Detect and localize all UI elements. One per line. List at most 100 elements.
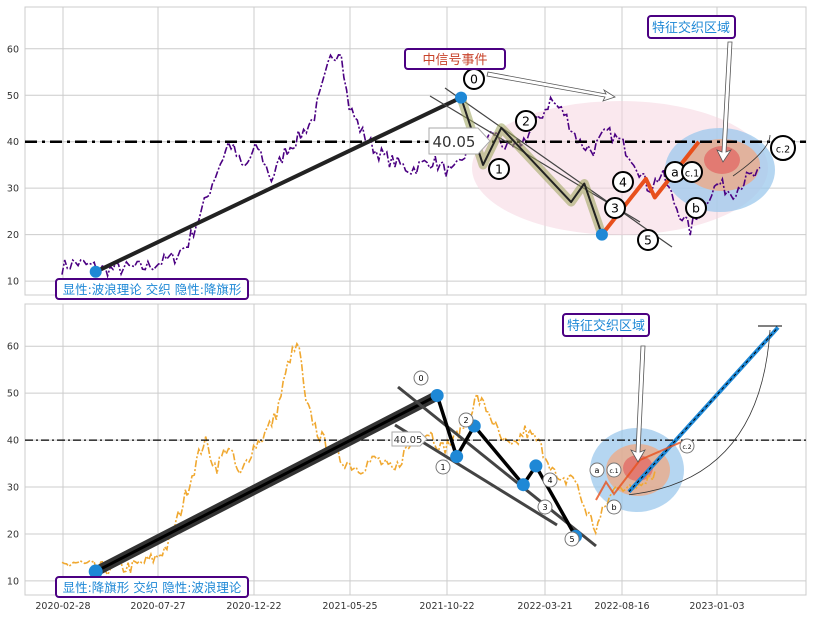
x-tick-label: 2022-08-16: [594, 601, 649, 612]
y-tick-label: 40: [7, 137, 19, 148]
top-wave-label: 5: [644, 233, 652, 248]
bottom-wave-label: 4: [547, 476, 552, 485]
top-wave-label-circle: [612, 171, 634, 193]
top-wave-label-circle: [637, 229, 659, 251]
top-wave-label: c.2: [776, 145, 790, 156]
bottom-wave-label: c.1: [609, 468, 618, 475]
top-wave-label: c.1: [685, 169, 699, 180]
top-wave-leg: [94, 95, 462, 274]
top-projection-curve: [732, 134, 771, 177]
x-tick-label: 2021-10-22: [419, 601, 474, 612]
bottom-start-marker: [88, 564, 103, 579]
bottom-wave-label: 1: [440, 463, 445, 472]
top-pattern-callout: 显性:波浪理论 交织 隐性:降旗形: [55, 278, 249, 300]
bottom-pivot-marker: [529, 459, 543, 473]
y-tick-label: 50: [7, 91, 19, 102]
top-wave-label: 4: [619, 175, 627, 190]
y-tick-label: 20: [7, 230, 19, 241]
y-tick-label: 20: [7, 529, 19, 540]
bottom-zone-callout: 特征交织区域: [562, 313, 650, 337]
bottom-wave-label: c.2: [682, 444, 691, 451]
top-zone-callout: 特征交织区域: [647, 15, 736, 39]
x-tick-label: 2020-07-27: [130, 601, 185, 612]
bottom-wave-label-circle: [564, 531, 580, 547]
y-tick-label: 10: [7, 576, 19, 587]
top-event-arrow: [486, 71, 616, 102]
bottom-pattern-callout: 显性:降旗形 交织 隐性:波浪理论: [55, 576, 249, 598]
bottom-wave-label-circle: [606, 499, 622, 515]
bottom-wave-label-circle: [606, 462, 622, 478]
bottom-zone-callout-text: 特征交织区域: [567, 318, 645, 334]
y-tick-label: 10: [7, 277, 19, 288]
price-line: [61, 341, 656, 577]
top-pivot-marker: [455, 91, 468, 104]
top-price-tag-text: 40.05: [433, 133, 476, 151]
x-tick-label: 2023-01-03: [689, 601, 744, 612]
top-pivot-marker: [595, 228, 608, 241]
bottom-price-tag-text: 40.05: [394, 435, 423, 446]
bottom-wave-label: 5: [569, 535, 574, 544]
y-tick-label: 30: [7, 483, 19, 494]
bottom-projection-curve: [628, 329, 771, 496]
top-event-callout-text: 中信号事件: [422, 53, 487, 68]
bottom-wave-label: 3: [542, 503, 547, 512]
bottom-wave-label: 2: [463, 416, 468, 425]
bottom-wave-label: a: [595, 466, 600, 475]
bottom-wave-label-circle: [679, 438, 695, 454]
top-wave-label: a: [671, 165, 679, 180]
bottom-wave-label-circle: [413, 370, 429, 386]
top-wave-label-circle: [515, 110, 537, 132]
bottom-zone-arrow: [630, 345, 646, 463]
pattern-overlay-layer: [25, 41, 806, 579]
bottom-channel-upper: [397, 385, 597, 548]
top-wave-label: b: [692, 201, 700, 216]
top-impulse-line: [460, 97, 603, 235]
price-series-layer: [61, 53, 761, 577]
top-price-tag: 40.05: [428, 127, 491, 155]
bottom-wave-label-circle: [542, 472, 558, 488]
bottom-price-tag: 40.05: [391, 431, 428, 447]
top-wave-label: 2: [522, 114, 530, 129]
bottom-pivot-marker: [516, 478, 530, 492]
top-wave-label-circle: [685, 197, 707, 219]
top-wave-label-circle: [488, 158, 510, 180]
top-channel-upper: [444, 87, 673, 248]
bottom-pivot-marker: [450, 450, 464, 464]
x-tick-label: 2021-05-25: [322, 601, 377, 612]
y-tick-label: 40: [7, 436, 19, 447]
y-tick-label: 50: [7, 389, 19, 400]
top-wave-label: 1: [495, 162, 503, 177]
top-zone-callout-text: 特征交织区域: [652, 20, 730, 36]
top-wave-label-circle: [770, 135, 796, 161]
bottom-pivot-marker: [430, 389, 444, 403]
bottom-wave-label-circle: [589, 462, 605, 478]
x-tick-label: 2020-12-22: [226, 601, 281, 612]
y-tick-label: 30: [7, 184, 19, 195]
top-pattern-callout-text: 显性:波浪理论 交织 隐性:降旗形: [63, 282, 242, 297]
y-tick-label: 60: [7, 342, 19, 353]
top-wave-label: 0: [470, 72, 478, 87]
bottom-wave-label: b: [611, 503, 616, 512]
top-wave-label-circle: [681, 161, 703, 183]
x-tick-label: 2022-03-21: [517, 601, 572, 612]
bottom-wave-label-circle: [458, 412, 474, 428]
top-event-callout: 中信号事件: [404, 48, 506, 70]
x-tick-label: 2020-02-28: [35, 601, 90, 612]
top-wave-label: 3: [611, 201, 619, 216]
bottom-flagpole-core: [95, 394, 438, 573]
price-line: [61, 53, 761, 279]
bottom-pattern-callout-text: 显性:降旗形 交织 隐性:波浪理论: [63, 580, 242, 595]
y-tick-label: 60: [7, 44, 19, 55]
bottom-wave-label: 0: [418, 374, 423, 383]
bottom-wave-label-circle: [435, 459, 451, 475]
top-zone-arrow: [716, 41, 733, 163]
top-pivot-marker: [89, 265, 102, 278]
bottom-wave-label-circle: [537, 499, 553, 515]
bottom-corrective-line: [595, 439, 687, 501]
bottom-projection-dash: [628, 327, 779, 493]
top-wave-label-circle: [604, 197, 626, 219]
